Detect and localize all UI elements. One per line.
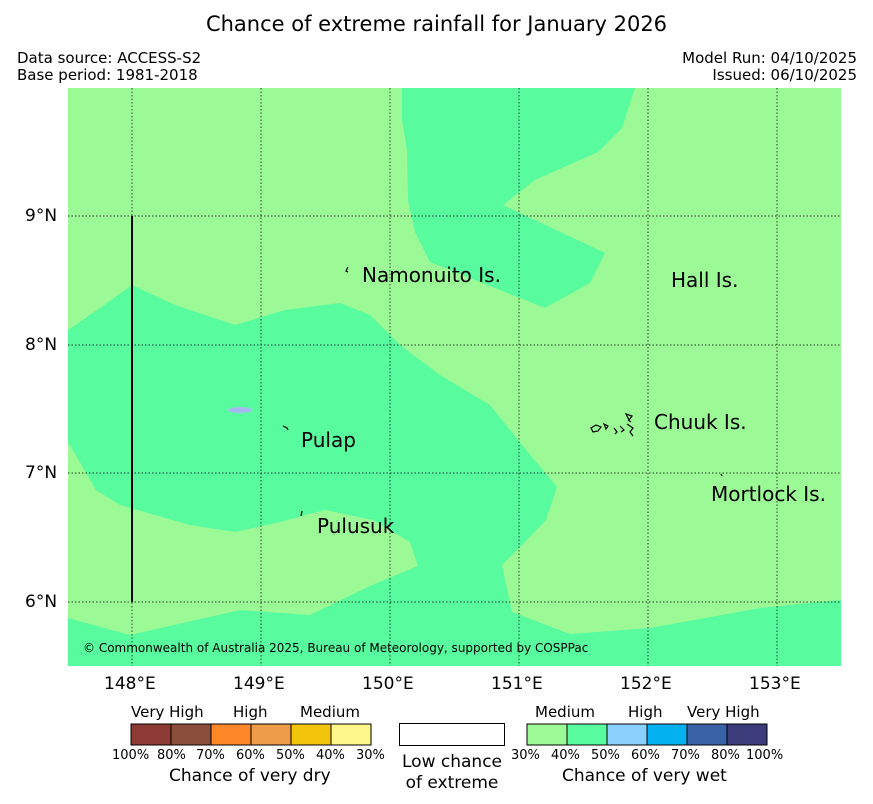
dry-category-medium: Medium: [300, 703, 360, 721]
wet-swatch-5: [726, 723, 768, 746]
place-label-namonuito: Namonuito Is.: [362, 263, 501, 287]
model-run-label: Model Run: 04/10/2025: [682, 49, 857, 67]
wet-tick-5: 80%: [711, 748, 740, 763]
wet-tick-1: 40%: [551, 748, 580, 763]
pulusuk-island-outline: [300, 510, 303, 517]
neutral-caption-line1: Low chance: [402, 752, 502, 772]
dry-swatch-2: [210, 723, 252, 746]
wet-tick-0: 30%: [511, 748, 540, 763]
data-source-label: Data source: ACCESS-S2: [17, 49, 202, 67]
lat-tick-6: 6°N: [25, 592, 58, 612]
dry-tick-0: 100%: [112, 748, 150, 763]
lat-tick-9: 9°N: [25, 206, 58, 226]
wet-tick-3: 60%: [631, 748, 660, 763]
lon-tick-149: 149°E: [233, 674, 285, 694]
dry-tick-6: 30%: [356, 748, 385, 763]
mortlock-island-outline: [720, 473, 723, 477]
wet-tick-4: 70%: [671, 748, 700, 763]
lon-tick-151: 151°E: [491, 674, 543, 694]
place-label-pulusuk: Pulusuk: [317, 514, 395, 538]
copyright-text: © Commonwealth of Australia 2025, Bureau…: [83, 641, 588, 655]
base-period-label: Base period: 1981-2018: [17, 66, 198, 84]
chuuk-island-outline: [590, 412, 634, 437]
neutral-swatch: [399, 723, 505, 746]
lon-tick-150: 150°E: [362, 674, 414, 694]
place-label-mortlock: Mortlock Is.: [711, 482, 826, 506]
gridlines: [68, 88, 841, 666]
dry-tick-1: 80%: [157, 748, 186, 763]
dry-swatch-5: [330, 723, 372, 746]
wet-category-very-high: Very High: [687, 703, 760, 721]
dry-tick-5: 40%: [316, 748, 345, 763]
place-label-hall: Hall Is.: [671, 268, 738, 292]
lon-tick-152: 152°E: [620, 674, 672, 694]
dry-swatch-4: [290, 723, 332, 746]
dry-swatch-0: [130, 723, 172, 746]
wet-swatch-2: [606, 723, 648, 746]
dry-swatch-3: [250, 723, 292, 746]
wet-caption: Chance of very wet: [562, 766, 727, 786]
lat-tick-7: 7°N: [25, 463, 58, 483]
dry-tick-3: 60%: [236, 748, 265, 763]
pulap-island-outline: [282, 425, 289, 431]
dry-colorbar: [130, 723, 372, 746]
issued-label: Issued: 06/10/2025: [712, 66, 857, 84]
dry-tick-2: 70%: [196, 748, 225, 763]
wet-tick-2: 50%: [591, 748, 620, 763]
wet-category-medium: Medium: [535, 703, 595, 721]
namonuito-island-outline: [345, 266, 349, 273]
place-label-chuuk: Chuuk Is.: [654, 410, 747, 434]
lake-patch: [228, 407, 252, 413]
dry-category-high: High: [233, 703, 268, 721]
high-wet-region-southwest: [68, 285, 841, 666]
island-outlines: [282, 266, 723, 517]
wet-category-high: High: [628, 703, 663, 721]
dry-caption: Chance of very dry: [169, 766, 331, 786]
wet-swatch-3: [646, 723, 688, 746]
chart-title: Chance of extreme rainfall for January 2…: [205, 12, 668, 36]
lat-tick-8: 8°N: [25, 335, 58, 355]
wet-swatch-4: [686, 723, 728, 746]
wet-tick-6: 100%: [746, 748, 784, 763]
wet-swatch-1: [566, 723, 608, 746]
wet-colorbar: [526, 723, 768, 746]
wet-swatch-0: [526, 723, 568, 746]
dry-category-very-high: Very High: [131, 703, 204, 721]
high-wet-region-north: [402, 88, 635, 308]
place-label-pulap: Pulap: [301, 428, 356, 452]
neutral-caption-line2: of extreme: [405, 773, 499, 793]
dry-swatch-1: [170, 723, 212, 746]
dry-tick-4: 50%: [276, 748, 305, 763]
lon-tick-153: 153°E: [749, 674, 801, 694]
lon-tick-148: 148°E: [104, 674, 156, 694]
